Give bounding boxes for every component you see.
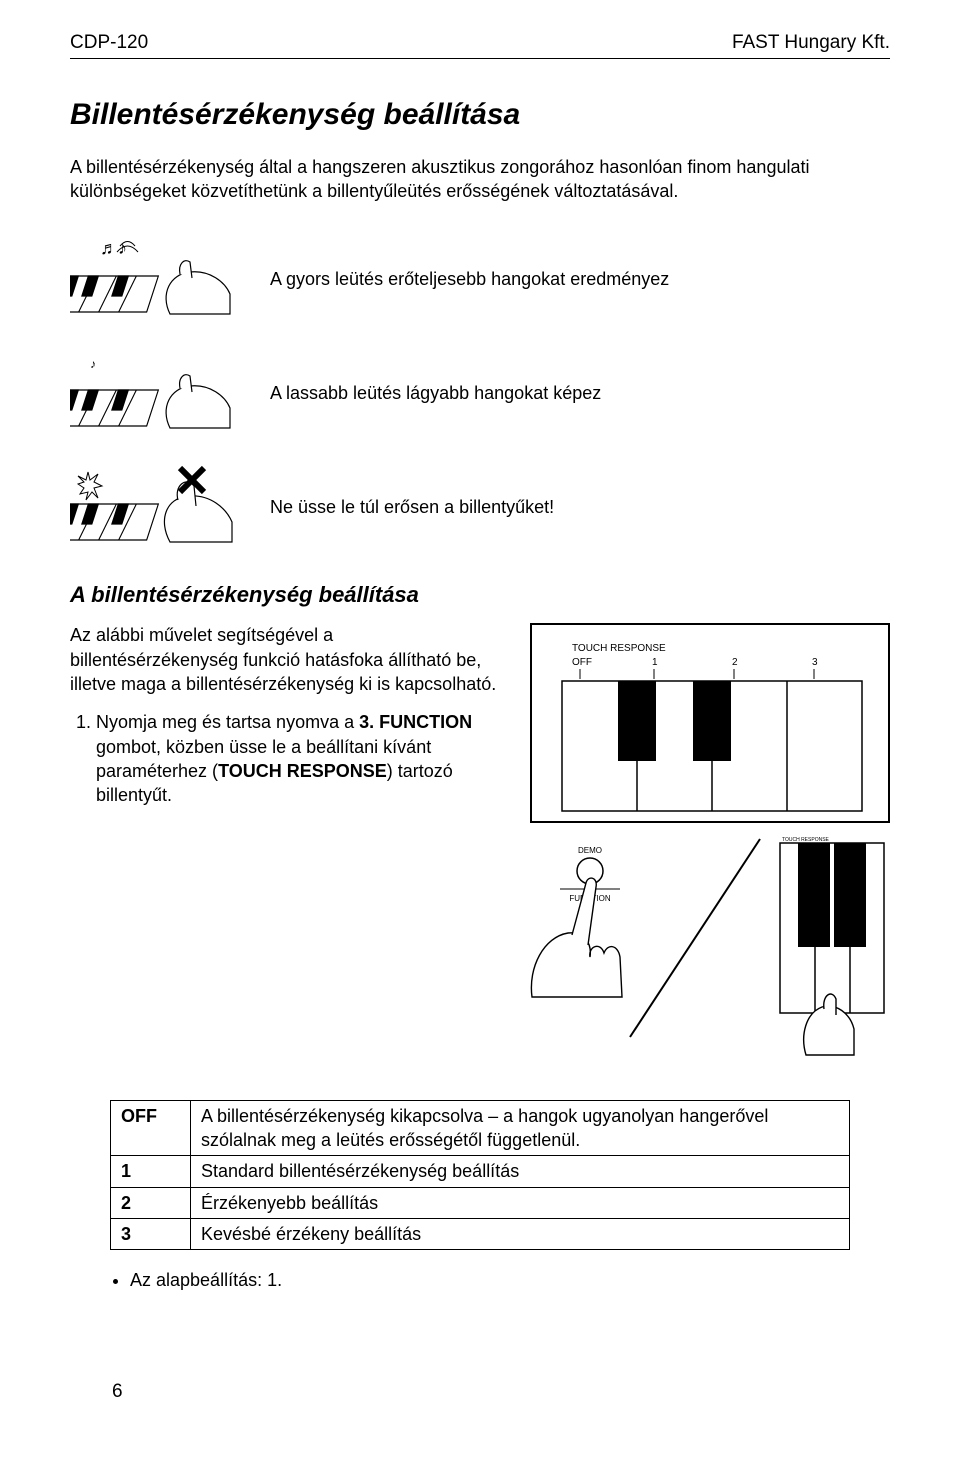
page-number: 6 bbox=[112, 1379, 123, 1405]
subsection-title: A billentésérzékenység beállítása bbox=[70, 580, 890, 610]
svg-text:3: 3 bbox=[812, 657, 818, 668]
illustration-caption: Ne üsse le túl erősen a billentyűket! bbox=[270, 495, 554, 519]
illustration-caption: A lassabb leütés lágyabb hangokat képez bbox=[270, 381, 601, 405]
note-item: Az alapbeállítás: 1. bbox=[130, 1268, 890, 1292]
svg-text:♪: ♪ bbox=[90, 357, 96, 371]
keyboard-cross-icon bbox=[70, 462, 240, 552]
keyboard-hand-icon: ♪ bbox=[70, 348, 240, 438]
notes-list: Az alapbeállítás: 1. bbox=[70, 1268, 890, 1292]
svg-text:1: 1 bbox=[652, 657, 658, 668]
svg-text:♬♪: ♬♪ bbox=[100, 238, 127, 258]
svg-text:TOUCH RESPONSE: TOUCH RESPONSE bbox=[782, 837, 830, 843]
table-key: 1 bbox=[111, 1156, 191, 1187]
table-row: 3 Kevésbé érzékeny beállítás bbox=[111, 1218, 850, 1249]
table-value: Kevésbé érzékeny beállítás bbox=[191, 1218, 850, 1249]
settings-table: OFF A billentésérzékenység kikapcsolva –… bbox=[110, 1100, 850, 1250]
illustration-row-1: ♬♪ A gyors leütés erőteljesebb hangokat … bbox=[70, 234, 890, 324]
illustration-caption: A gyors leütés erőteljesebb hangokat ere… bbox=[270, 267, 669, 291]
table-value: Érzékenyebb beállítás bbox=[191, 1187, 850, 1218]
table-row: 2 Érzékenyebb beállítás bbox=[111, 1187, 850, 1218]
page-header: CDP-120 FAST Hungary Kft. bbox=[70, 30, 890, 59]
table-row: OFF A billentésérzékenység kikapcsolva –… bbox=[111, 1100, 850, 1156]
subsection-paragraph: Az alábbi művelet segítségével a billent… bbox=[70, 623, 500, 696]
illustration-row-2: ♪ A lassabb leütés lágyabb hangokat képe… bbox=[70, 348, 890, 438]
table-key: 3 bbox=[111, 1218, 191, 1249]
svg-text:DEMO: DEMO bbox=[578, 846, 602, 855]
page-title: Billentésérzékenység beállítása bbox=[70, 95, 890, 136]
step-item: Nyomja meg és tartsa nyomva a 3. FUNCTIO… bbox=[96, 710, 500, 807]
svg-text:OFF: OFF bbox=[572, 657, 592, 668]
illustration-row-3: Ne üsse le túl erősen a billentyűket! bbox=[70, 462, 890, 552]
table-key: 2 bbox=[111, 1187, 191, 1218]
steps-list: Nyomja meg és tartsa nyomva a 3. FUNCTIO… bbox=[70, 710, 500, 807]
header-left: CDP-120 bbox=[70, 30, 148, 56]
intro-paragraph: A billentésérzékenység által a hangszere… bbox=[70, 155, 890, 204]
step-text: Nyomja meg és tartsa nyomva a bbox=[96, 712, 359, 732]
step-bold: 3. FUNCTION bbox=[359, 712, 472, 732]
table-key: OFF bbox=[111, 1100, 191, 1156]
touch-response-diagram: TOUCH RESPONSE OFF 1 2 3 bbox=[530, 623, 890, 823]
touch-label: TOUCH RESPONSE bbox=[572, 643, 666, 654]
step-bold: TOUCH RESPONSE bbox=[218, 761, 387, 781]
function-press-diagram: DEMO FUNCTION TOUCH RESPONSE bbox=[530, 837, 890, 1063]
table-value: A billentésérzékenység kikapcsolva – a h… bbox=[191, 1100, 850, 1156]
keyboard-hand-icon: ♬♪ bbox=[70, 234, 240, 324]
svg-text:2: 2 bbox=[732, 657, 738, 668]
header-right: FAST Hungary Kft. bbox=[732, 30, 890, 56]
table-row: 1 Standard billentésérzékenység beállítá… bbox=[111, 1156, 850, 1187]
table-value: Standard billentésérzékenység beállítás bbox=[191, 1156, 850, 1187]
